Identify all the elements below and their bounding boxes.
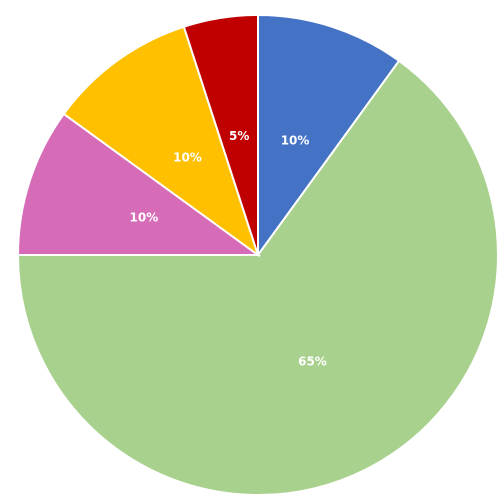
data-label: 5% — [229, 129, 249, 143]
data-label: 10% — [130, 210, 159, 224]
pie-slice — [62, 25, 260, 258]
pie-slice — [16, 112, 262, 256]
data-label: 65% — [298, 354, 327, 368]
pie-slice — [182, 13, 259, 256]
pie-slice — [257, 13, 401, 259]
data-label: 10% — [173, 150, 202, 164]
pie-slice — [16, 59, 499, 496]
data-label: 10% — [281, 133, 310, 147]
